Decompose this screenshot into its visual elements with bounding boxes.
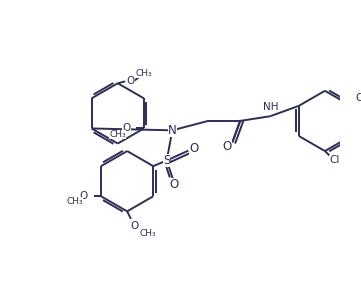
Text: CH₃: CH₃	[109, 130, 126, 139]
Text: O: O	[190, 142, 199, 155]
Text: Cl: Cl	[355, 93, 361, 103]
Text: NH: NH	[262, 102, 278, 112]
Text: CH₃: CH₃	[140, 230, 156, 238]
Text: O: O	[80, 191, 88, 201]
Text: S: S	[163, 154, 170, 167]
Text: O: O	[127, 76, 135, 86]
Text: N: N	[168, 124, 177, 137]
Text: O: O	[170, 178, 179, 192]
Text: O: O	[222, 140, 232, 153]
Text: CH₃: CH₃	[136, 69, 152, 78]
Text: O: O	[122, 123, 131, 133]
Text: CH₃: CH₃	[66, 197, 83, 206]
Text: O: O	[131, 221, 139, 231]
Text: Cl: Cl	[329, 155, 340, 165]
